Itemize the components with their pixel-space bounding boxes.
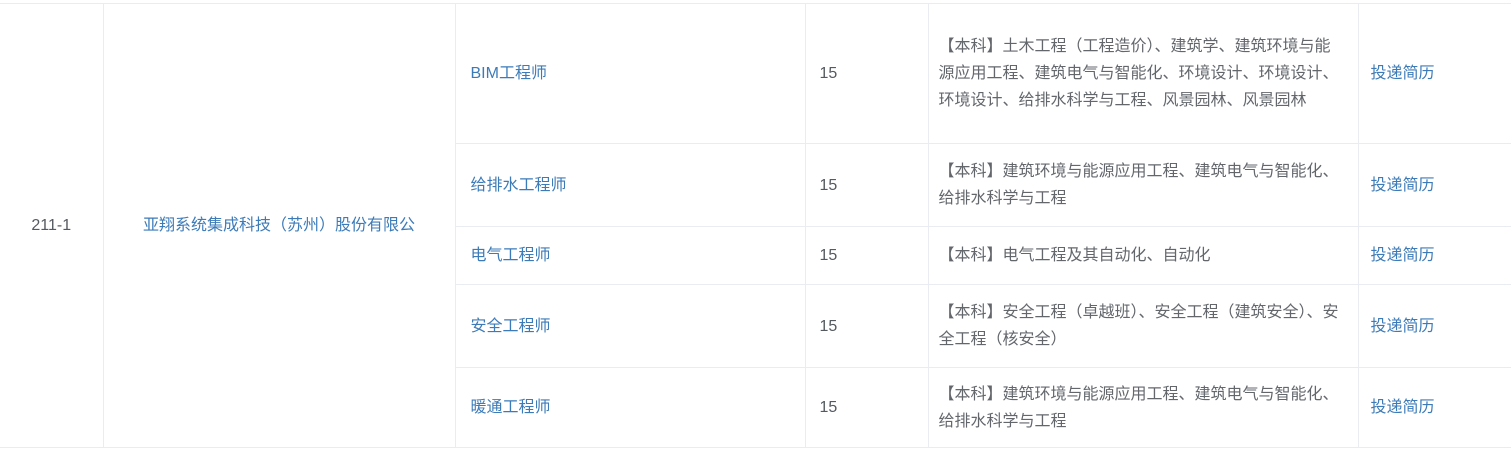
position-cell: BIM工程师 [454, 3, 806, 144]
apply-cell: 投递简历 [1357, 367, 1511, 448]
headcount-cell: 15 [804, 143, 929, 227]
position-cell: 电气工程师 [455, 226, 806, 285]
majors-cell: 【本科】土木工程（工程造价）、建筑学、建筑环境与能源应用工程、建筑电气与智能化、… [927, 3, 1359, 144]
headcount-value: 15 [819, 176, 838, 194]
job-group-id-cell: 211-1 [0, 3, 104, 448]
headcount-cell: 15 [804, 284, 929, 368]
majors-cell: 【本科】安全工程（卓越班）、安全工程（建筑安全）、安全工程（核安全） [927, 284, 1359, 368]
apply-cell: 投递简历 [1357, 284, 1511, 368]
apply-resume-link[interactable]: 投递简历 [1370, 247, 1435, 264]
position-link[interactable]: 暖通工程师 [470, 399, 551, 416]
company-link[interactable]: 亚翔系统集成科技（苏州）股份有限公 [142, 217, 415, 234]
position-cell: 给排水工程师 [455, 143, 806, 227]
apply-cell: 投递简历 [1357, 3, 1511, 144]
majors-cell: 【本科】电气工程及其自动化、自动化 [927, 226, 1359, 285]
headcount-value: 15 [819, 317, 838, 335]
headcount-value: 15 [819, 247, 838, 264]
apply-resume-link[interactable]: 投递简历 [1370, 399, 1435, 416]
headcount-cell: 15 [804, 226, 929, 285]
majors-text: 【本科】建筑环境与能源应用工程、建筑电气与智能化、给排水科学与工程 [938, 385, 1339, 430]
position-link[interactable]: 安全工程师 [470, 317, 551, 335]
majors-cell: 【本科】建筑环境与能源应用工程、建筑电气与智能化、给排水科学与工程 [927, 367, 1359, 448]
table-row: 安全工程师 15 【本科】安全工程（卓越班）、安全工程（建筑安全）、安全工程（核… [0, 284, 1511, 368]
table-row: 电气工程师 15 【本科】电气工程及其自动化、自动化 投递简历 [0, 226, 1511, 285]
position-link[interactable]: 电气工程师 [470, 247, 551, 264]
majors-text: 【本科】安全工程（卓越班）、安全工程（建筑安全）、安全工程（核安全） [938, 304, 1339, 348]
table-row: 211-1 亚翔系统集成科技（苏州）股份有限公 BIM工程师 15 【本科】土木… [0, 3, 1511, 448]
headcount-cell: 15 [804, 3, 929, 144]
majors-text: 【本科】电气工程及其自动化、自动化 [938, 247, 1211, 264]
position-link[interactable]: BIM工程师 [470, 65, 547, 82]
position-cell: 安全工程师 [455, 284, 806, 368]
job-group-id: 211-1 [31, 217, 72, 234]
apply-cell: 投递简历 [1357, 143, 1511, 227]
headcount-cell: 15 [804, 367, 929, 448]
table-row: 暖通工程师 15 【本科】建筑环境与能源应用工程、建筑电气与智能化、给排水科学与… [0, 367, 1511, 448]
job-postings-table: 211-1 亚翔系统集成科技（苏州）股份有限公 BIM工程师 15 【本科】土木… [0, 3, 1511, 448]
headcount-value: 15 [819, 399, 838, 416]
majors-text: 【本科】土木工程（工程造价）、建筑学、建筑环境与能源应用工程、建筑电气与智能化、… [938, 38, 1339, 109]
apply-cell: 投递简历 [1357, 226, 1511, 285]
apply-resume-link[interactable]: 投递简历 [1370, 65, 1435, 82]
position-cell: 暖通工程师 [455, 367, 806, 448]
position-link[interactable]: 给排水工程师 [470, 176, 567, 194]
headcount-value: 15 [819, 65, 838, 82]
majors-cell: 【本科】建筑环境与能源应用工程、建筑电气与智能化、给排水科学与工程 [927, 143, 1359, 227]
apply-resume-link[interactable]: 投递简历 [1370, 317, 1435, 335]
apply-resume-link[interactable]: 投递简历 [1370, 176, 1435, 194]
company-cell: 亚翔系统集成科技（苏州）股份有限公 [102, 3, 456, 448]
majors-text: 【本科】建筑环境与能源应用工程、建筑电气与智能化、给排水科学与工程 [938, 163, 1339, 207]
